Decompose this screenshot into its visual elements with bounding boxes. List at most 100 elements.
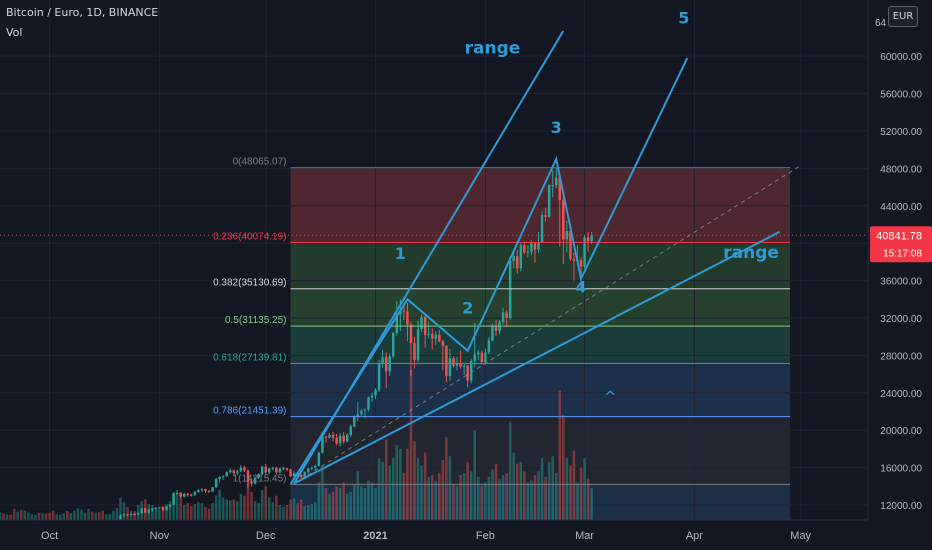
volume-indicator-label[interactable]: Vol — [6, 26, 23, 39]
candle[interactable] — [480, 350, 484, 365]
candle[interactable] — [335, 433, 338, 446]
candle[interactable] — [221, 475, 225, 480]
candle[interactable] — [565, 220, 569, 253]
candle[interactable] — [253, 476, 257, 485]
candle[interactable] — [161, 506, 165, 511]
candle[interactable] — [285, 467, 289, 472]
candle[interactable] — [289, 468, 292, 477]
candle[interactable] — [420, 314, 423, 333]
candle[interactable] — [172, 492, 175, 506]
candle[interactable] — [264, 463, 267, 476]
candle[interactable] — [182, 492, 186, 498]
candle[interactable] — [151, 507, 154, 512]
candle[interactable] — [462, 362, 466, 376]
candle[interactable] — [144, 507, 147, 514]
candle[interactable] — [179, 491, 182, 499]
candle[interactable] — [562, 196, 565, 264]
candle[interactable] — [278, 467, 282, 474]
candle[interactable] — [544, 207, 547, 222]
candle[interactable] — [229, 468, 232, 474]
elliott-wave-path[interactable] — [289, 57, 689, 485]
candle[interactable] — [360, 408, 363, 417]
candle[interactable] — [427, 321, 430, 339]
candle[interactable] — [345, 433, 349, 443]
candle[interactable] — [140, 507, 143, 514]
candle[interactable] — [338, 433, 342, 447]
candle[interactable] — [508, 256, 512, 320]
candle[interactable] — [271, 466, 275, 471]
candle[interactable] — [200, 488, 204, 492]
candle[interactable] — [512, 250, 515, 269]
candle[interactable] — [466, 364, 469, 388]
candle[interactable] — [239, 464, 243, 473]
candle[interactable] — [246, 469, 250, 489]
candle[interactable] — [473, 322, 476, 367]
candle[interactable] — [438, 330, 441, 343]
candle[interactable] — [324, 435, 328, 443]
candle[interactable] — [303, 471, 306, 478]
candle[interactable] — [133, 512, 136, 516]
candle[interactable] — [317, 451, 321, 467]
candle[interactable] — [175, 490, 179, 495]
candle[interactable] — [370, 392, 374, 403]
candle[interactable] — [501, 307, 505, 325]
candle[interactable] — [572, 252, 576, 281]
candle[interactable] — [377, 360, 381, 392]
candle[interactable] — [306, 467, 310, 474]
candle[interactable] — [165, 505, 168, 511]
candle[interactable] — [448, 348, 452, 381]
candle[interactable] — [197, 489, 200, 493]
candle[interactable] — [331, 432, 335, 442]
candle[interactable] — [558, 175, 562, 247]
candle[interactable] — [147, 508, 151, 515]
candle[interactable] — [374, 388, 377, 400]
candle[interactable] — [554, 167, 558, 188]
candle[interactable] — [526, 245, 530, 258]
candle[interactable] — [250, 478, 253, 487]
candle[interactable] — [484, 348, 487, 365]
trend-line[interactable] — [293, 231, 780, 485]
candle[interactable] — [487, 337, 491, 355]
candle[interactable] — [452, 356, 455, 368]
candle[interactable] — [406, 303, 409, 342]
candle[interactable] — [282, 466, 285, 471]
candle[interactable] — [533, 242, 537, 263]
candle[interactable] — [434, 331, 438, 346]
candle[interactable] — [459, 350, 462, 369]
candle[interactable] — [314, 464, 317, 470]
candle[interactable] — [257, 473, 260, 479]
candle[interactable] — [430, 328, 434, 350]
candle[interactable] — [477, 349, 480, 361]
candle[interactable] — [154, 506, 158, 510]
candle[interactable] — [547, 184, 551, 218]
candle[interactable] — [441, 339, 445, 371]
candle[interactable] — [353, 415, 356, 428]
candle[interactable] — [494, 319, 498, 336]
candle[interactable] — [310, 466, 314, 471]
candle[interactable] — [186, 492, 190, 497]
candle[interactable] — [193, 491, 197, 496]
candle[interactable] — [168, 504, 172, 508]
candle[interactable] — [129, 513, 133, 516]
currency-button[interactable]: EUR — [888, 6, 918, 27]
candle[interactable] — [381, 349, 384, 368]
candle[interactable] — [236, 469, 239, 476]
candle[interactable] — [349, 424, 352, 437]
candle[interactable] — [523, 241, 526, 255]
candle[interactable] — [505, 310, 508, 328]
candle[interactable] — [583, 234, 586, 269]
candle[interactable] — [126, 513, 129, 517]
candle[interactable] — [204, 488, 207, 493]
candle[interactable] — [519, 243, 523, 272]
candle[interactable] — [579, 257, 583, 289]
candle[interactable] — [275, 466, 278, 475]
candle[interactable] — [384, 352, 388, 389]
candle[interactable] — [207, 490, 211, 493]
candle[interactable] — [395, 301, 399, 336]
candle[interactable] — [190, 493, 193, 497]
candle[interactable] — [218, 476, 221, 483]
candle[interactable] — [516, 249, 519, 275]
candle[interactable] — [416, 320, 420, 362]
candle[interactable] — [328, 433, 331, 439]
